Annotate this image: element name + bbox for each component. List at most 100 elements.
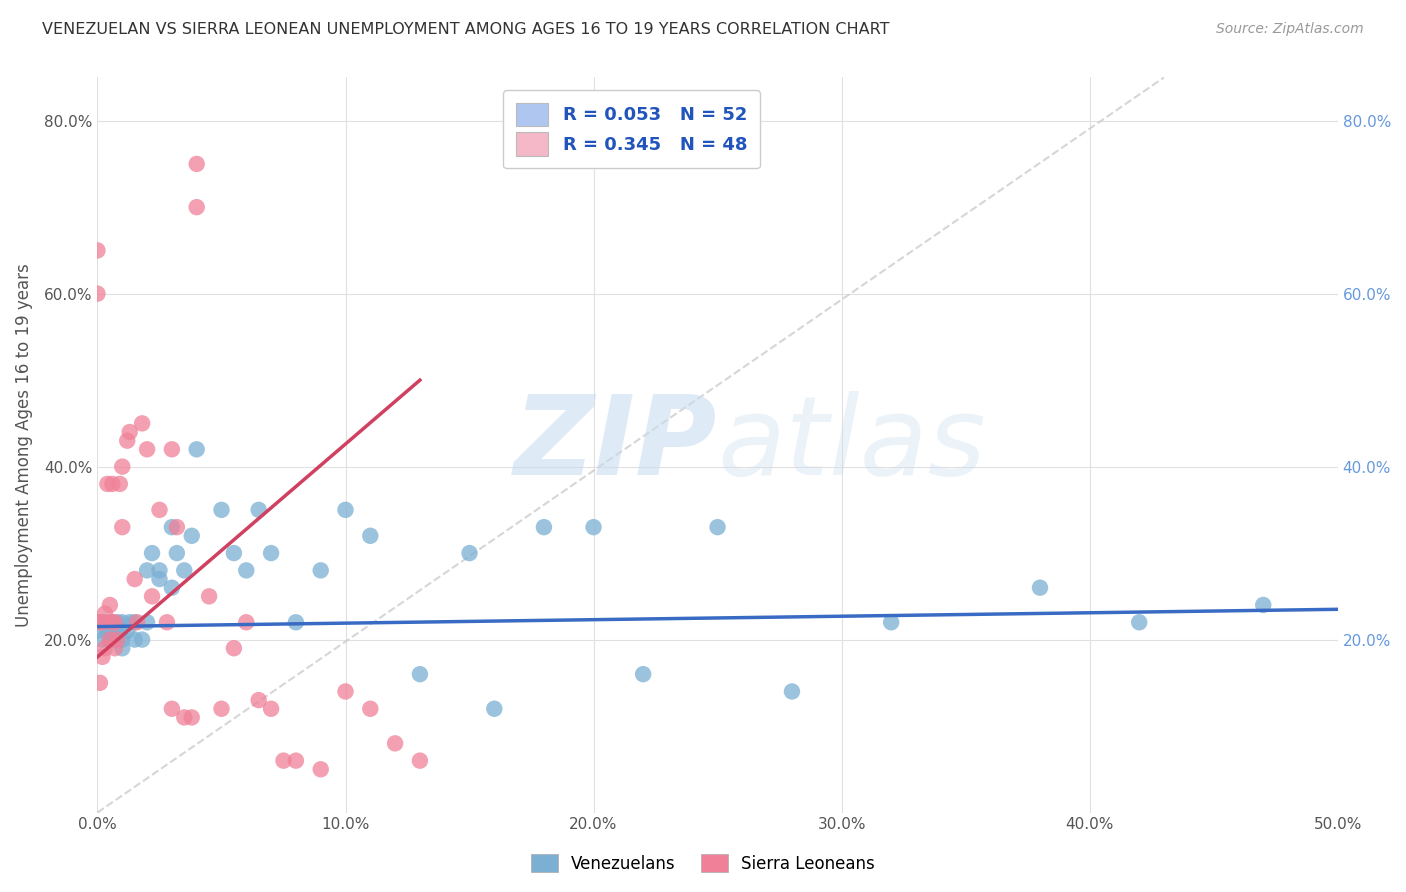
Point [98,598,121,612]
Point [111,520,134,534]
Point [706,520,728,534]
Point [198,590,221,604]
Text: atlas: atlas [717,392,986,499]
Point [284,615,307,630]
Point [101,624,124,638]
Point [136,563,159,577]
Point [141,546,163,560]
Point [104,615,127,630]
Y-axis label: Unemployment Among Ages 16 to 19 years: Unemployment Among Ages 16 to 19 years [15,263,32,627]
Point [148,503,170,517]
Point [235,563,257,577]
Point [105,632,128,647]
Point [86,286,108,301]
Point [111,641,134,656]
Text: VENEZUELAN VS SIERRA LEONEAN UNEMPLOYMENT AMONG AGES 16 TO 19 YEARS CORRELATION : VENEZUELAN VS SIERRA LEONEAN UNEMPLOYMEN… [42,22,890,37]
Text: ZIP: ZIP [515,392,717,499]
Point [127,615,149,630]
Point [533,520,555,534]
Point [359,702,381,716]
Point [335,684,357,698]
Point [458,546,481,560]
Point [141,590,163,604]
Point [124,615,146,630]
Point [160,442,183,457]
Point [98,632,121,647]
Point [309,762,332,776]
Point [166,546,188,560]
Point [108,476,131,491]
Point [335,503,357,517]
Point [222,641,245,656]
Point [111,632,134,647]
Point [173,710,195,724]
Point [186,442,208,457]
Point [1029,581,1052,595]
Point [180,529,202,543]
Point [96,624,118,638]
Point [124,572,146,586]
Point [409,754,432,768]
Point [384,736,406,750]
Point [131,632,153,647]
Point [235,615,257,630]
Point [222,546,245,560]
Point [104,632,127,647]
Point [94,615,117,630]
Point [104,641,127,656]
Point [1128,615,1150,630]
Point [101,476,124,491]
Point [359,529,381,543]
Point [86,624,108,638]
Point [582,520,605,534]
Point [186,157,208,171]
Point [284,754,307,768]
Point [409,667,432,681]
Point [131,417,153,431]
Point [211,702,233,716]
Point [94,607,117,621]
Point [247,503,270,517]
Point [94,641,117,656]
Point [91,615,114,630]
Point [101,615,124,630]
Point [111,459,134,474]
Point [148,572,170,586]
Point [148,563,170,577]
Point [105,632,128,647]
Point [273,754,295,768]
Point [86,244,108,258]
Point [136,442,159,457]
Point [115,624,138,638]
Point [111,615,134,630]
Legend: Venezuelans, Sierra Leoneans: Venezuelans, Sierra Leoneans [524,847,882,880]
Legend: R = 0.053   N = 52, R = 0.345   N = 48: R = 0.053 N = 52, R = 0.345 N = 48 [503,90,761,169]
Point [86,615,108,630]
Point [211,503,233,517]
Point [89,615,111,630]
Point [91,649,114,664]
Point [186,200,208,214]
Point [124,632,146,647]
Point [160,581,183,595]
Point [118,425,141,439]
Point [180,710,202,724]
Point [260,546,283,560]
Point [780,684,803,698]
Point [91,632,114,647]
Point [98,615,121,630]
Point [880,615,903,630]
Point [166,520,188,534]
Point [118,615,141,630]
Point [309,563,332,577]
Point [156,615,179,630]
Point [631,667,654,681]
Point [260,702,283,716]
Point [160,702,183,716]
Point [136,615,159,630]
Point [108,624,131,638]
Point [89,675,111,690]
Point [105,615,128,630]
Point [98,632,121,647]
Point [1251,598,1274,612]
